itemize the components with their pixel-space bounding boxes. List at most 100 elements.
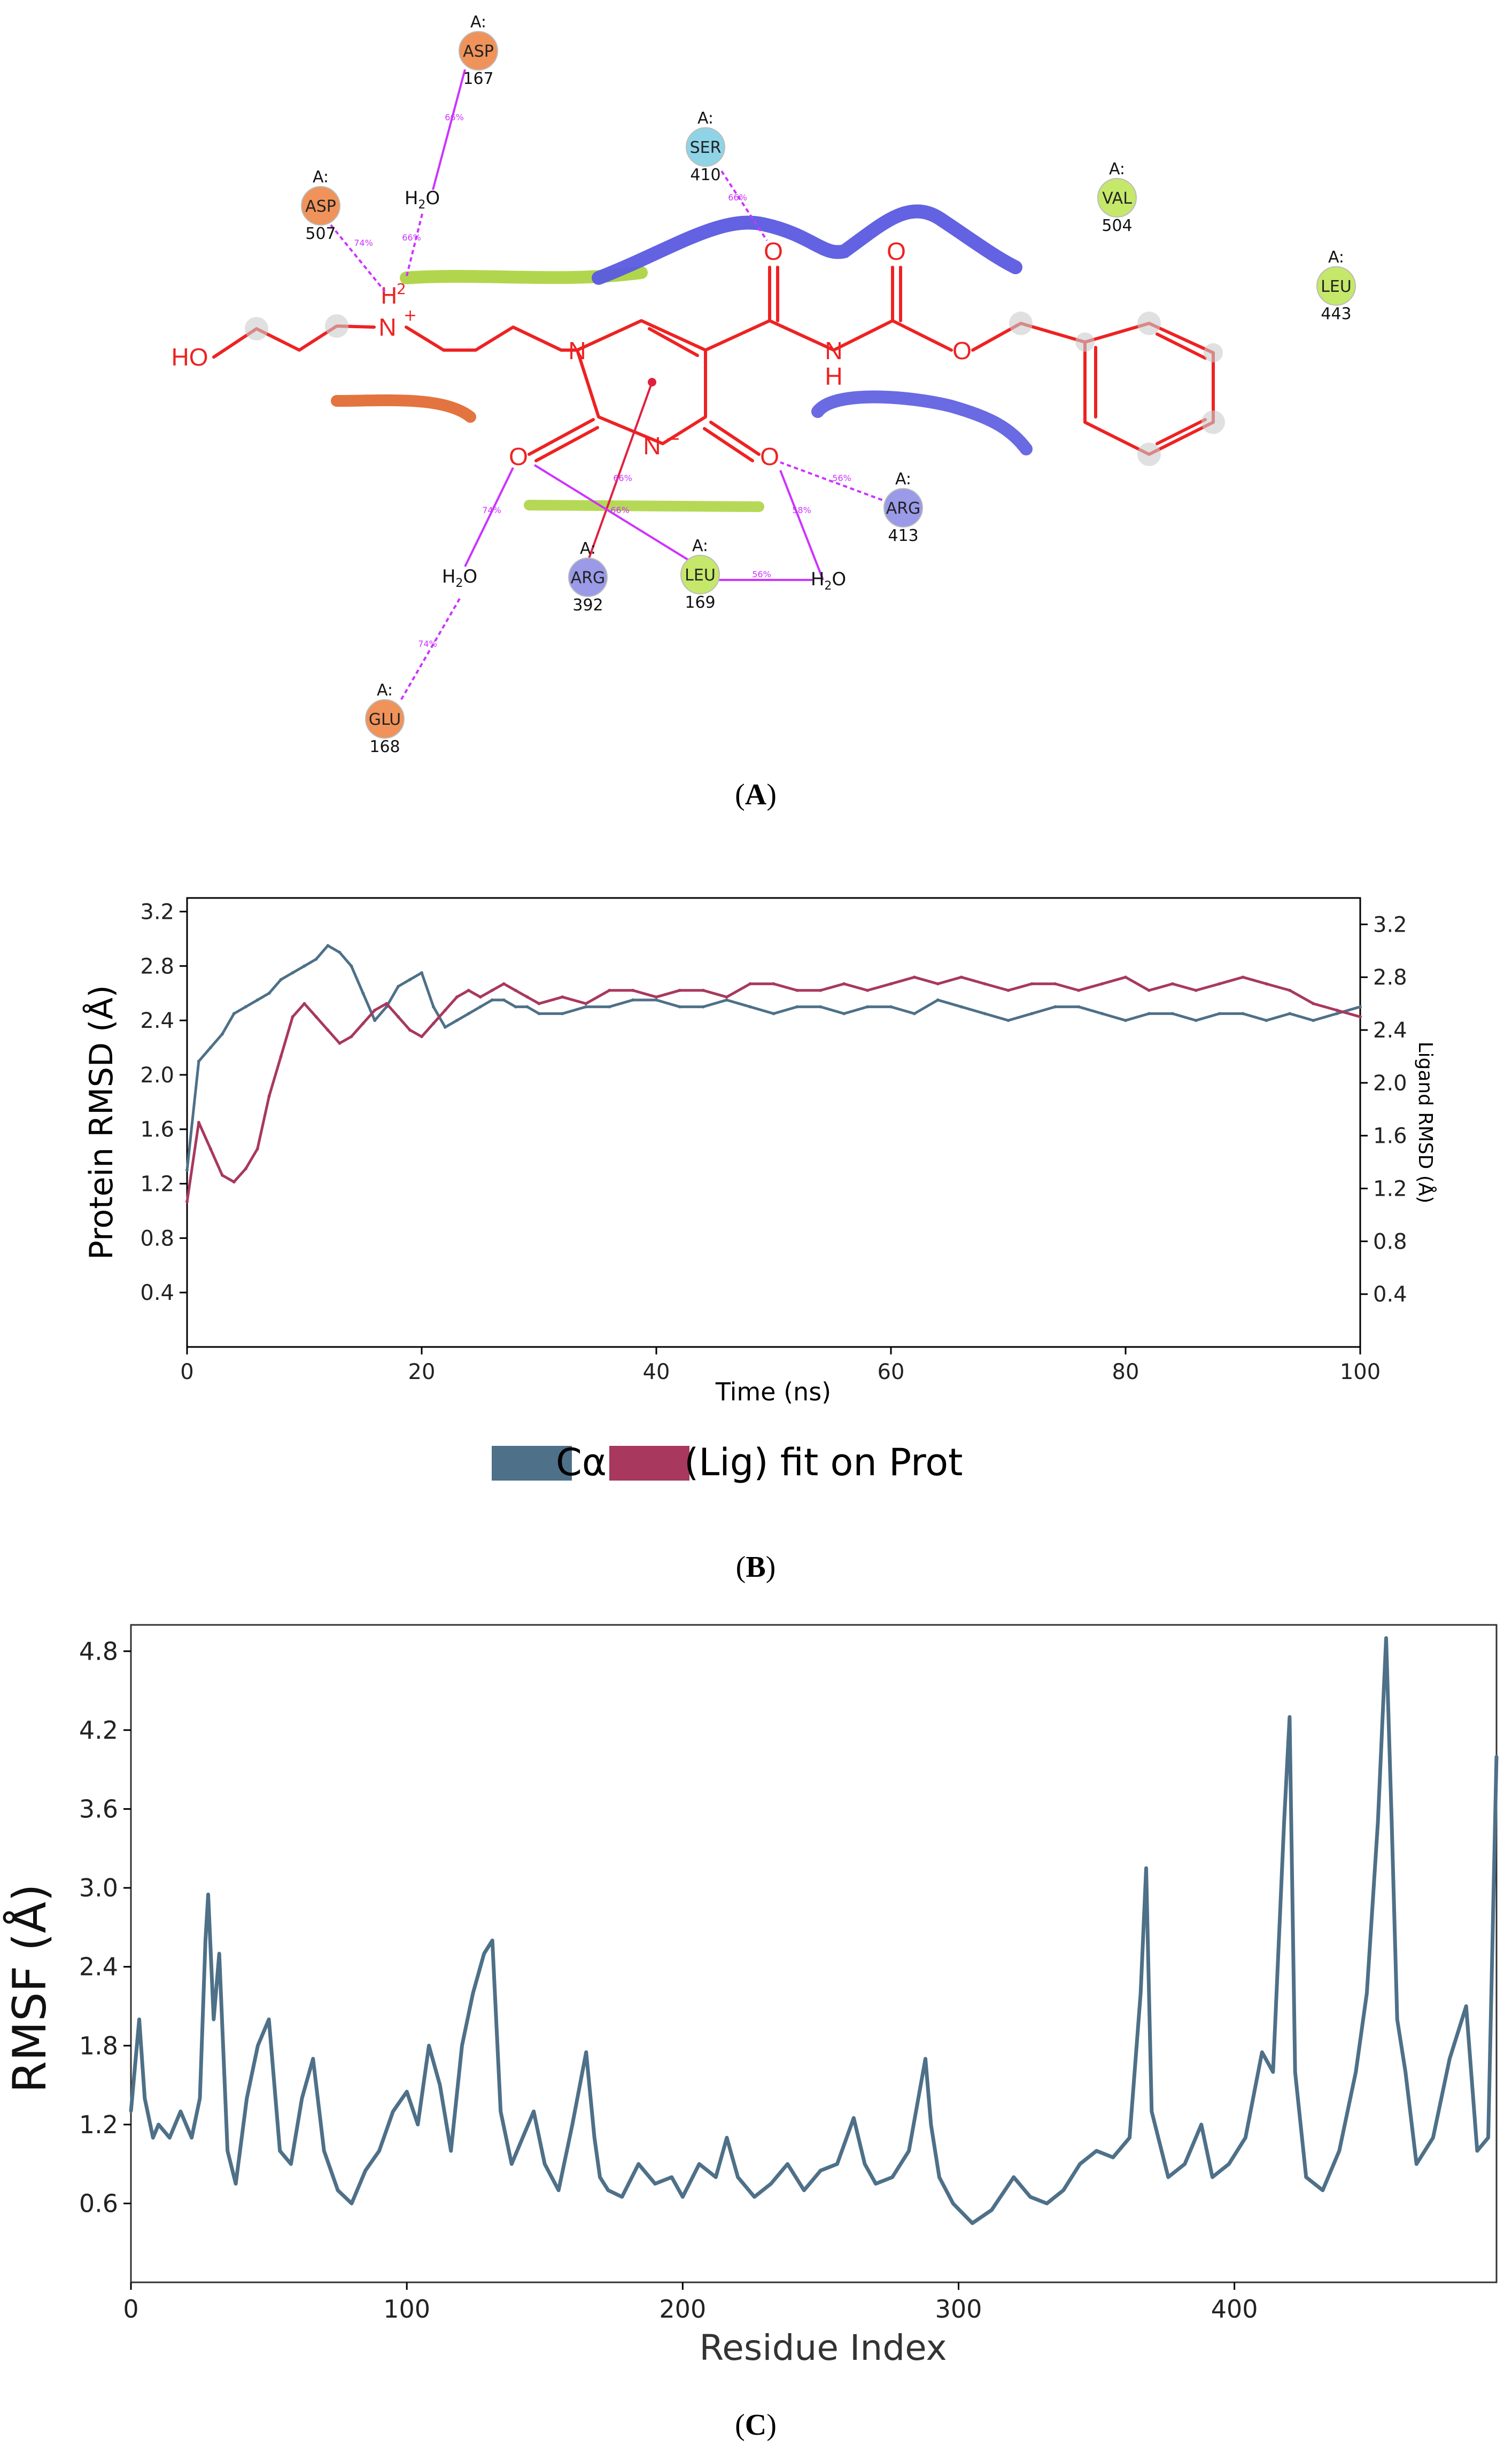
- residue-asp507-number: 507: [305, 224, 336, 243]
- residue-arg392: A: ARG 392: [568, 539, 608, 615]
- rmsd-series-1-point-57: [1170, 982, 1174, 986]
- residue-arg413-name: ARG: [886, 499, 921, 518]
- rmsd-series-0-point-46: [912, 1012, 916, 1016]
- rmsd-series-1-point-23: [455, 995, 459, 999]
- residue-asp507: A: ASP 507: [301, 168, 340, 243]
- rmsf-series-0-point-70: [937, 2175, 941, 2179]
- rmsd-series-1-point-40: [772, 982, 776, 986]
- rmsd-series-1-point-61: [1265, 982, 1268, 986]
- rmsf-series-0-point-19: [289, 2162, 293, 2166]
- rmsd-series-0-point-26: [490, 998, 494, 1002]
- carbonyl-o-left-label: O: [509, 443, 528, 470]
- hbond-percent-4: 66%: [728, 192, 747, 203]
- rmsd-xtick-label-3: 60: [878, 1360, 905, 1384]
- rmsf-axis-ticks: 0 100 200 300 400 0.6 1.2 1.8 2.4 3.0 3.6 4.2 4.8: [79, 1637, 1258, 2323]
- residue-glu168-number: 168: [369, 738, 400, 756]
- rmsd-series-0-point-47: [936, 998, 940, 1002]
- rmsf-series-0-point-5: [168, 2136, 172, 2140]
- rmsd-series-1-point-33: [608, 988, 611, 992]
- rmsd-ytick-label-1: 0.8: [140, 1226, 174, 1251]
- rmsf-series-0-point-25: [363, 2168, 367, 2172]
- charged-arc-right: [811, 390, 1033, 455]
- residue-leu169-name: LEU: [685, 566, 716, 585]
- panel-b-caption: (B): [736, 1551, 776, 1584]
- legend-label-ligand: (Lig) fit on Prot: [684, 1440, 963, 1484]
- rmsd-ylabel: Protein RMSD (Å): [82, 985, 120, 1260]
- negative-arc-left: [331, 394, 476, 423]
- rmsf-series-0-point-95: [1293, 2070, 1297, 2074]
- rmsd-series-1-point-27: [502, 982, 506, 986]
- panel-c-caption: (C): [735, 2408, 777, 2442]
- rmsf-series-0-point-63: [852, 2116, 856, 2120]
- rmsf-series-0-point-54: [714, 2175, 718, 2179]
- rmsd-series-0-point-49: [983, 1012, 987, 1016]
- rmsf-series-0-point-92: [1271, 2070, 1275, 2074]
- rmsf-series-0-point-102: [1384, 1636, 1388, 1640]
- rmsd-series-0-point-3: [220, 1032, 224, 1036]
- rmsd-series-1-point-16: [373, 1009, 377, 1012]
- rmsd-series-0-point-36: [678, 1005, 681, 1009]
- rmsd-series-1-point-52: [1053, 982, 1057, 986]
- residue-leu443-number: 443: [1321, 305, 1351, 323]
- rmsd-series-0-point-14: [350, 964, 353, 968]
- rmsf-series-0-point-68: [924, 2057, 927, 2061]
- hbond-percent-3: 74%: [354, 238, 373, 248]
- rmsf-series-0-point-94: [1288, 1715, 1291, 1719]
- rmsd-series-0-point-6: [255, 998, 259, 1002]
- rmsd-series-1-point-3: [220, 1173, 224, 1177]
- rmsf-series-0-point-71: [951, 2202, 955, 2205]
- hydrophobic-arc-bottom: [524, 500, 764, 512]
- residue-leu169-number: 169: [685, 593, 715, 612]
- rmsf-series-0-point-28: [405, 2090, 409, 2094]
- water-3: H2O: [811, 569, 846, 593]
- rmsd-ytick-label-3: 1.6: [140, 1118, 174, 1142]
- hbond-percent-11: 66%: [610, 505, 630, 515]
- rmsf-series-0-point-12: [218, 1952, 221, 1955]
- rmsf-series-0-point-106: [1415, 2162, 1418, 2166]
- rmsd-series-0-point-53: [1077, 1005, 1081, 1009]
- rmsd-series-0-point-40: [772, 1012, 776, 1016]
- residue-leu169: A: LEU 169: [680, 537, 720, 612]
- hbond-arrows: [325, 69, 904, 701]
- rmsd-series-0-point-12: [326, 944, 330, 948]
- rmsd-series-1-point-0: [185, 1200, 189, 1204]
- rmsf-series-0-point-45: [593, 2136, 596, 2140]
- rmsd-series-line-1: [185, 975, 1361, 1202]
- rmsd-series-0-point-43: [842, 1012, 846, 1016]
- rmsf-series-0-point-78: [1078, 2162, 1082, 2166]
- rmsf-series-0-point-112: [1495, 1755, 1498, 1758]
- rmsd-series-1-point-64: [1335, 1009, 1339, 1012]
- rmsf-series-0-point-7: [190, 2136, 193, 2140]
- rmsd-series-1-point-9: [291, 1015, 294, 1019]
- rmsd-series-1-point-20: [420, 1035, 423, 1039]
- rmsf-ytick-label-4: 3.0: [79, 1873, 118, 1902]
- rmsd-series-0-point-38: [725, 998, 728, 1002]
- residue-asp167-name: ASP: [463, 42, 494, 61]
- rmsf-series-0-point-17: [267, 2018, 271, 2021]
- rmsd-y2tick-label-6: 2.8: [1373, 965, 1407, 990]
- rmsd-y2tick-label-1: 0.8: [1373, 1229, 1407, 1254]
- rmsf-series-layer: [129, 1636, 1499, 2225]
- rmsf-series-0-point-58: [769, 2182, 773, 2186]
- rmsd-series-1-point-14: [350, 1035, 353, 1039]
- rmsf-series-0-point-104: [1395, 2018, 1399, 2021]
- rmsf-series-0-point-86: [1183, 2162, 1187, 2166]
- rmsd-series-1-point-12: [326, 1028, 330, 1032]
- charged-arc-top: [592, 204, 1022, 285]
- rmsd-y2tick-label-4: 2.0: [1373, 1071, 1407, 1096]
- rmsf-series-0-point-73: [990, 2208, 994, 2212]
- rmsd-series-1-point-55: [1124, 975, 1127, 979]
- rmsf-series-0-point-75: [1028, 2195, 1032, 2199]
- residue-asp507-chain: A:: [313, 168, 329, 187]
- rmsf-series-0-point-80: [1111, 2156, 1115, 2159]
- rmsd-ytick-label-6: 2.8: [140, 954, 174, 979]
- rmsf-series-0-point-90: [1244, 2136, 1247, 2140]
- rmsf-series-0-point-89: [1227, 2162, 1231, 2166]
- residue-leu443-chain: A:: [1328, 248, 1344, 267]
- rmsf-series-0-point-43: [570, 2123, 574, 2126]
- rmsf-series-0-point-67: [907, 2149, 911, 2152]
- rmsd-y2tick-label-7: 3.2: [1373, 912, 1407, 937]
- rmsd-series-1-point-4: [232, 1180, 236, 1184]
- rmsd-series-0-point-37: [701, 1005, 705, 1009]
- rmsf-series-0-point-59: [786, 2162, 789, 2166]
